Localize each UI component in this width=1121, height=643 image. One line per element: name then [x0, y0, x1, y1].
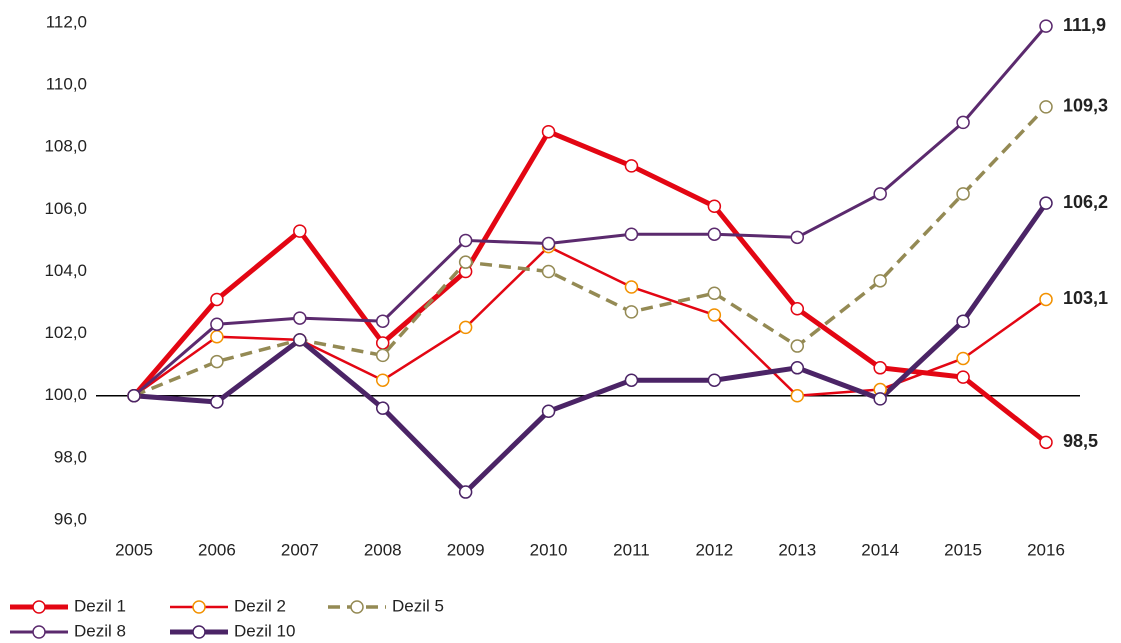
point-marker — [790, 389, 805, 403]
x-tick-label: 2007 — [281, 540, 319, 559]
point-marker — [624, 280, 639, 294]
point-marker — [790, 230, 805, 245]
y-tick-label: 96,0 — [54, 509, 87, 528]
x-tick-label: 2016 — [1027, 540, 1065, 559]
legend-marker — [350, 600, 364, 614]
point-marker — [541, 264, 556, 279]
point-marker — [210, 395, 224, 409]
value-label: 109,3 — [1063, 96, 1108, 116]
x-tick-label: 2009 — [447, 540, 485, 559]
point-marker — [458, 233, 473, 248]
point-marker — [707, 308, 722, 322]
point-marker — [1039, 100, 1053, 114]
point-marker — [541, 236, 556, 251]
point-marker — [458, 255, 473, 269]
point-marker — [956, 314, 970, 328]
point-marker — [707, 286, 722, 300]
point-marker — [1039, 196, 1053, 210]
x-tick-label: 2012 — [695, 540, 733, 559]
legend-label: Dezil 1 — [74, 596, 126, 615]
point-marker — [956, 115, 970, 130]
legend-label: Dezil 5 — [392, 596, 444, 615]
point-marker — [375, 373, 390, 387]
point-marker — [375, 348, 390, 363]
legend-marker — [192, 600, 206, 614]
y-tick-label: 100,0 — [44, 385, 87, 404]
x-tick-label: 2005 — [115, 540, 153, 559]
point-marker — [293, 333, 307, 347]
point-marker — [1039, 435, 1053, 450]
point-marker — [1039, 19, 1053, 33]
y-tick-label: 104,0 — [44, 261, 87, 280]
point-marker — [210, 354, 224, 369]
x-tick-label: 2013 — [778, 540, 816, 559]
point-marker — [707, 373, 722, 387]
point-marker — [210, 329, 224, 344]
point-marker — [873, 361, 887, 375]
y-tick-label: 106,0 — [44, 199, 87, 218]
x-tick-label: 2010 — [530, 540, 568, 559]
value-label: 106,2 — [1063, 192, 1108, 212]
point-marker — [707, 227, 722, 241]
point-marker — [873, 274, 887, 288]
legend-label: Dezil 2 — [234, 596, 286, 615]
point-marker — [624, 305, 639, 319]
point-marker — [210, 292, 224, 307]
legend-marker — [32, 625, 46, 639]
y-tick-label: 110,0 — [46, 75, 87, 94]
point-marker — [541, 124, 556, 139]
series-line — [133, 105, 1048, 398]
point-marker — [127, 389, 141, 403]
legend-marker — [192, 625, 206, 639]
y-tick-label: 108,0 — [44, 137, 87, 156]
legend-label: Dezil 10 — [234, 621, 295, 640]
series-line — [132, 129, 1048, 445]
point-marker — [956, 370, 970, 384]
y-tick-label: 112,0 — [46, 12, 87, 31]
point-marker — [375, 336, 390, 350]
y-tick-label: 98,0 — [54, 447, 87, 466]
y-tick-label: 102,0 — [44, 323, 87, 342]
x-tick-label: 2011 — [613, 540, 650, 559]
series-line — [133, 201, 1049, 495]
point-marker — [293, 311, 307, 325]
value-label: 103,1 — [1063, 288, 1108, 308]
point-marker — [624, 227, 639, 241]
point-marker — [624, 373, 639, 387]
series-line — [133, 25, 1048, 397]
point-marker — [873, 392, 887, 406]
point-marker — [956, 351, 970, 366]
value-label: 98,5 — [1063, 431, 1098, 451]
point-marker — [375, 401, 390, 415]
x-tick-label: 2008 — [364, 540, 402, 559]
point-marker — [624, 159, 639, 173]
point-marker — [707, 199, 722, 214]
x-tick-label: 2014 — [861, 540, 899, 559]
legend-marker — [32, 600, 46, 614]
legend-label: Dezil 8 — [74, 621, 126, 640]
point-marker — [375, 314, 390, 328]
point-marker — [293, 224, 307, 238]
point-marker — [1039, 292, 1053, 307]
point-marker — [458, 320, 473, 335]
point-marker — [790, 361, 805, 375]
point-marker — [956, 187, 970, 201]
point-marker — [790, 339, 805, 353]
point-marker — [458, 485, 473, 499]
x-tick-label: 2015 — [944, 540, 982, 559]
point-marker — [873, 187, 887, 201]
point-marker — [210, 317, 224, 332]
point-marker — [790, 302, 805, 316]
x-tick-label: 2006 — [198, 540, 236, 559]
value-label: 111,9 — [1063, 15, 1106, 35]
point-marker — [541, 404, 556, 419]
